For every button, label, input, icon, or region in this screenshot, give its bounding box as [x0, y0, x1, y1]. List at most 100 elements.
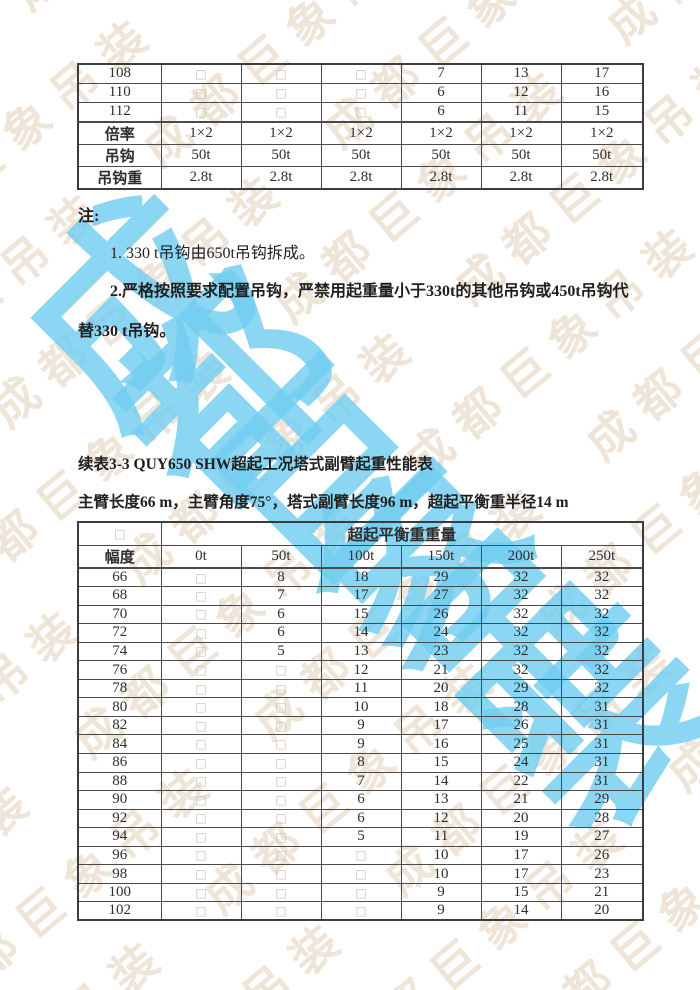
table-cell: 5: [320, 827, 402, 847]
table-cell: 17: [480, 845, 562, 866]
table-row: 78 □ □ 11 20 29 32: [77, 678, 644, 699]
table-row: 86 □ □ 8 15 24 31: [77, 752, 644, 773]
table-row: 70 □ 6 15 26 32 32: [77, 604, 644, 625]
table-cell: 11: [320, 678, 402, 699]
table-cell: 98: [77, 864, 162, 884]
table-cell: □: [320, 82, 402, 103]
table-cell: 31: [560, 771, 644, 792]
table-cell: □: [240, 808, 322, 829]
table-cell: 102: [77, 901, 162, 921]
table-cell: 100: [77, 882, 162, 903]
table-row: 吊钩重 2.8t 2.8t 2.8t 2.8t 2.8t 2.8t: [77, 165, 644, 190]
table-row: 100 □ □ □ 9 15 21: [77, 882, 644, 903]
table-cell: 32: [560, 586, 644, 606]
table-cell: □: [320, 63, 402, 84]
table-cell: 76: [77, 660, 162, 680]
table-cell: 32: [560, 641, 644, 662]
table-cell: 14: [320, 623, 402, 643]
table-cell: 28: [560, 808, 644, 829]
table-cell: 2.8t: [480, 165, 562, 190]
table-cell: 15: [320, 604, 402, 625]
table-cell: 2.8t: [240, 165, 322, 190]
table-row: 72 □ 6 14 24 32 32: [77, 623, 644, 643]
table-cell: 32: [480, 641, 562, 662]
table-cell: □: [160, 567, 242, 588]
table-cell: □: [160, 623, 242, 643]
table-cell: 24: [480, 752, 562, 773]
table-cell: 32: [560, 567, 644, 588]
table-cell: 29: [400, 567, 482, 588]
table-subtitle: 主臂长度66 m，主臂角度75°，塔式副臂长度96 m，超起平衡重半径14 m: [78, 494, 569, 511]
table-cell: 88: [77, 771, 162, 792]
table-row: 74 □ 5 13 23 32 32: [77, 641, 644, 662]
table-cell: 9: [400, 901, 482, 921]
table-cell: 26: [560, 845, 644, 866]
table-cell: 2.8t: [320, 165, 402, 190]
table-cell: □: [320, 901, 402, 921]
column-header-row: 幅度 0t 50t 100t 150t 200t 250t: [77, 545, 644, 569]
table-cell: 94: [77, 827, 162, 847]
table-cell: 112: [77, 101, 162, 123]
table-row: 76 □ □ 12 21 32 32: [77, 660, 644, 680]
table-cell: 6: [240, 604, 322, 625]
table-cell: 90: [77, 790, 162, 810]
table-cell: 1×2: [320, 120, 402, 145]
table-row: 68 □ 7 17 27 32 32: [77, 586, 644, 606]
table-cell: 20: [400, 678, 482, 699]
table-title: 续表3-3 QUY650 SHW超起工况塔式副臂起重性能表: [78, 456, 433, 473]
table-cell: 2.8t: [160, 165, 242, 190]
table-cell: 17: [560, 63, 644, 84]
table-cell: 9: [320, 734, 402, 754]
table-cell: 6: [320, 808, 402, 829]
group-header-row: □ 超起平衡重重量: [77, 521, 644, 546]
table-cell: 29: [560, 790, 644, 810]
table-cell: 92: [77, 808, 162, 829]
table-cell: 9: [400, 882, 482, 903]
table-row: 112 □ □ □ 6 11 15: [77, 101, 644, 123]
table-cell: □: [160, 660, 242, 680]
hook-config-table-body: 108 □ □ □ 7 13 17 110 □ □ □ 6 12 16 112 □ □ □ 6 11 15 倍率 1×2 1×…: [77, 63, 644, 190]
table-cell: 32: [560, 660, 644, 680]
table-cell: 14: [480, 901, 562, 921]
table-cell: 7: [240, 586, 322, 606]
header-cell: 150t: [400, 545, 482, 569]
table-cell: □: [240, 660, 322, 680]
table-cell: 15: [480, 882, 562, 903]
table-cell: □: [160, 864, 242, 884]
table-cell: □: [240, 678, 322, 699]
table-cell: 32: [480, 567, 562, 588]
header-cell: 100t: [320, 545, 402, 569]
table-cell: 80: [77, 697, 162, 717]
table-cell: 32: [560, 678, 644, 699]
table-cell: 7: [400, 63, 482, 84]
table-cell: 13: [320, 641, 402, 662]
table-cell: 20: [480, 808, 562, 829]
table-cell: □: [160, 771, 242, 792]
table-row: 90 □ □ 6 13 21 29: [77, 790, 644, 810]
table-row: 102 □ □ □ 9 14 20: [77, 901, 644, 921]
table-cell: 25: [480, 734, 562, 754]
header-cell: 50t: [240, 545, 322, 569]
table-cell: □: [240, 790, 322, 810]
table-cell: 96: [77, 845, 162, 866]
table-cell: □: [160, 63, 242, 84]
table-cell: 108: [77, 63, 162, 84]
table-cell: 16: [400, 734, 482, 754]
header-cell: 250t: [560, 545, 644, 569]
table-cell: □: [240, 715, 322, 736]
table-row: 84 □ □ 9 16 25 31: [77, 734, 644, 754]
table-cell: 14: [400, 771, 482, 792]
table-cell: □: [240, 734, 322, 754]
table-cell: 18: [400, 697, 482, 717]
table-cell: □: [240, 901, 322, 921]
table-cell: □: [320, 882, 402, 903]
table-row: 吊钩 50t 50t 50t 50t 50t 50t: [77, 143, 644, 167]
table-cell: 27: [560, 827, 644, 847]
table-cell: □: [160, 697, 242, 717]
table-cell: 28: [480, 697, 562, 717]
table-cell: □: [320, 845, 402, 866]
table-cell: 12: [480, 82, 562, 103]
table-cell: 70: [77, 604, 162, 625]
table-cell: □: [240, 63, 322, 84]
table-cell: 86: [77, 752, 162, 773]
